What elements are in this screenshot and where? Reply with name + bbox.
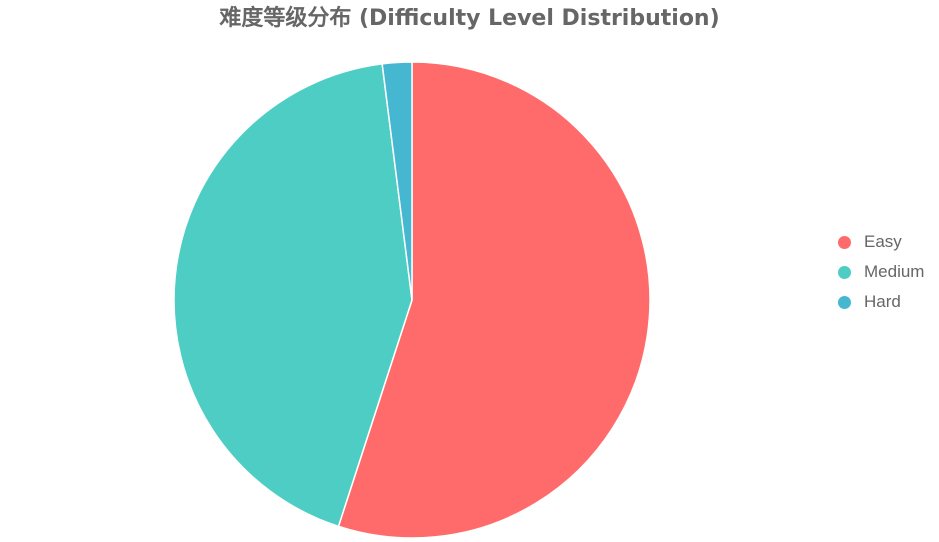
legend-item-easy[interactable]: Easy bbox=[838, 227, 924, 257]
legend: Easy Medium Hard bbox=[838, 227, 924, 317]
legend-item-medium[interactable]: Medium bbox=[838, 257, 924, 287]
legend-swatch bbox=[838, 295, 851, 309]
legend-item-hard[interactable]: Hard bbox=[838, 287, 924, 317]
pie-slices bbox=[173, 61, 651, 539]
pie-slice-easy[interactable] bbox=[337, 61, 651, 539]
legend-label: Hard bbox=[864, 292, 901, 311]
legend-label: Easy bbox=[864, 232, 902, 251]
legend-label: Medium bbox=[864, 262, 925, 281]
legend-swatch bbox=[838, 235, 851, 249]
legend-swatch bbox=[838, 265, 851, 279]
pie-slice-medium[interactable] bbox=[173, 63, 413, 528]
chart-title: 难度等级分布 (Difficulty Level Distribution) bbox=[219, 6, 720, 31]
pie-slice-hard[interactable] bbox=[381, 61, 413, 301]
